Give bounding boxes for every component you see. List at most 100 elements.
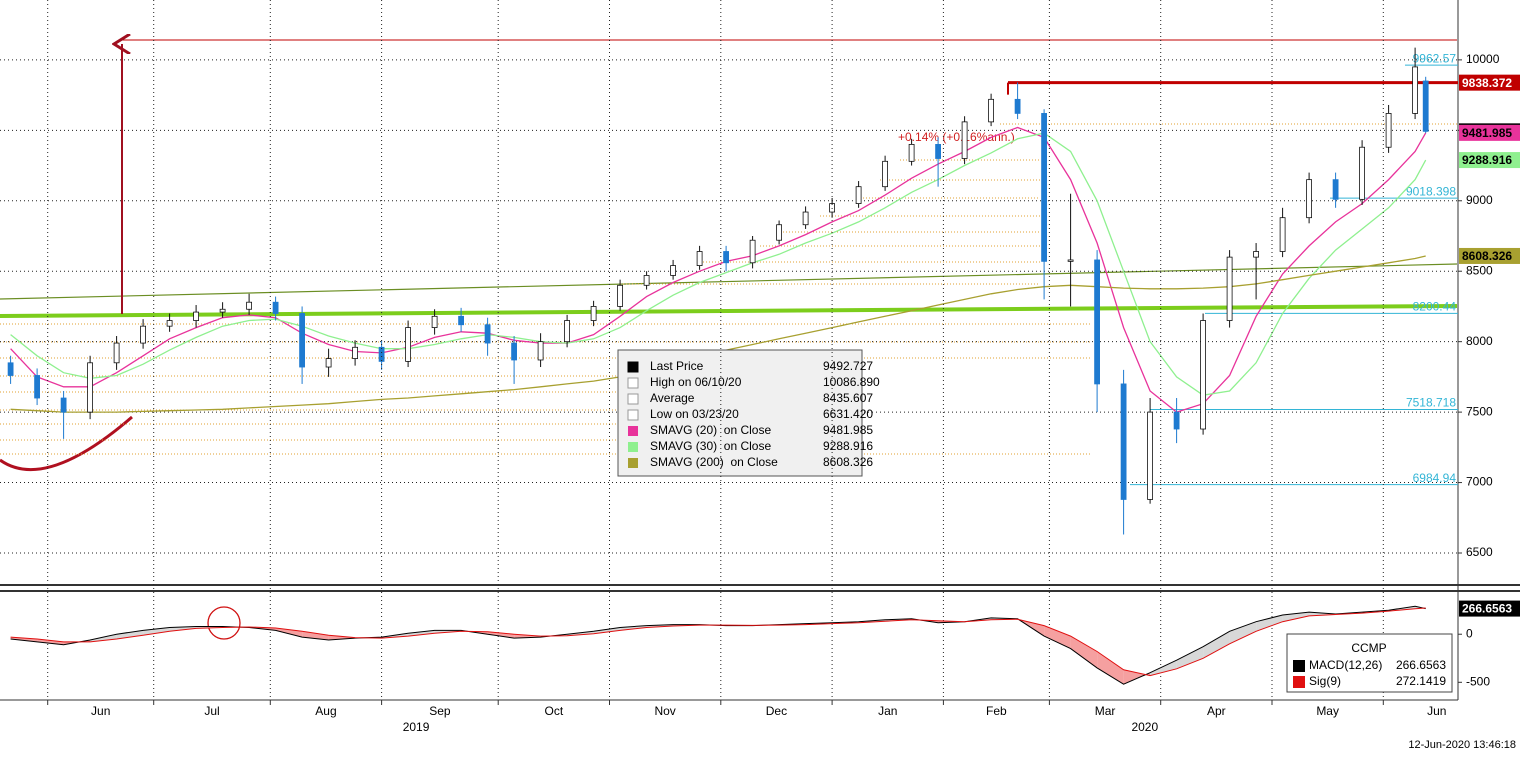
legend-icon (628, 458, 638, 468)
candle-body (220, 309, 225, 312)
candle-body (1148, 412, 1153, 499)
candle-body (247, 302, 252, 309)
legend-icon (628, 394, 638, 404)
candle-body (1042, 113, 1047, 261)
candle-body (485, 325, 490, 343)
candle-body (883, 161, 888, 186)
candle-body (1307, 180, 1312, 218)
arc (0, 417, 132, 470)
candle-body (644, 275, 649, 285)
y-tick-label: 7000 (1466, 475, 1493, 489)
legend-value: 9492.727 (823, 359, 873, 373)
macd-fill (1097, 652, 1124, 685)
legend-icon (628, 442, 638, 452)
candle-body (671, 266, 676, 276)
legend-label: MACD(12,26) (1309, 658, 1382, 672)
value-tag-label: 266.6563 (1462, 602, 1512, 616)
candle-body (459, 316, 464, 324)
legend-icon (628, 378, 638, 388)
value-tag-label: 9288.916 (1462, 153, 1512, 167)
level-label: 8200.44 (1413, 300, 1457, 314)
legend-icon (628, 426, 638, 436)
legend-icon (1293, 660, 1305, 672)
macd-fill (1044, 626, 1071, 649)
candle-body (1360, 147, 1365, 199)
legend-label: SMAVG (20) on Close (650, 423, 771, 437)
legend-value: 9288.916 (823, 439, 873, 453)
legend-label: Average (650, 391, 695, 405)
year-label: 2019 (403, 720, 430, 734)
candle-body (962, 122, 967, 159)
y-tick-label: -500 (1466, 674, 1490, 688)
legend-value: 6631.420 (823, 407, 873, 421)
legend-value: 266.6563 (1396, 658, 1446, 672)
timestamp: 12-Jun-2020 13:46:18 (1408, 739, 1516, 751)
candle-body (353, 347, 358, 358)
legend-value: 10086.890 (823, 375, 880, 389)
x-tick-label: Oct (545, 704, 564, 718)
candle-body (1068, 260, 1073, 261)
y-tick-label: 7500 (1466, 404, 1493, 418)
legend-value: 272.1419 (1396, 674, 1446, 688)
legend-title: CCMP (1351, 641, 1386, 655)
value-tag-label: 9838.372 (1462, 76, 1512, 90)
x-tick-label: Mar (1095, 704, 1116, 718)
candle-body (326, 359, 331, 367)
candle-body (803, 212, 808, 225)
y-tick-label: 9000 (1466, 193, 1493, 207)
candle-body (1121, 384, 1126, 500)
y-tick-label: 6500 (1466, 545, 1493, 559)
candle-body (1280, 218, 1285, 252)
candle-body (512, 343, 517, 360)
candle-body (432, 316, 437, 327)
level-label: 9018.398 (1406, 184, 1456, 198)
legend-label: Last Price (650, 359, 704, 373)
legend-icon (628, 362, 638, 372)
candle-body (114, 343, 119, 363)
candle-body (8, 363, 13, 376)
x-tick-label: Aug (315, 704, 336, 718)
candle-body (909, 144, 914, 161)
level-label: 7518.718 (1406, 396, 1456, 410)
candle-body (1413, 67, 1418, 113)
candle-body (1227, 257, 1232, 320)
highlight-circle (208, 607, 240, 639)
y-tick-label: 10000 (1466, 52, 1500, 66)
candle-body (724, 251, 729, 262)
x-tick-label: Nov (654, 704, 675, 718)
candle-body (194, 312, 199, 320)
candle-body (88, 363, 93, 412)
legend-value: 9481.985 (823, 423, 873, 437)
x-tick-label: Jul (204, 704, 219, 718)
candle-body (300, 313, 305, 367)
candle-body (1333, 180, 1338, 200)
candle-body (697, 251, 702, 265)
x-tick-label: Dec (766, 704, 787, 718)
annotation: +0.14% (+0.16%ann.) (898, 130, 1015, 144)
candle-body (35, 375, 40, 398)
candle-body (1254, 251, 1259, 257)
x-tick-label: Sep (429, 704, 451, 718)
candle-body (167, 321, 172, 327)
candle-body (1095, 260, 1100, 384)
candle-body (141, 326, 146, 343)
legend-label: Sig(9) (1309, 674, 1341, 688)
legend-label: SMAVG (30) on Close (650, 439, 771, 453)
candle-body (750, 240, 755, 263)
candle-body (1386, 113, 1391, 147)
candle-body (1015, 99, 1020, 113)
candle-body (856, 187, 861, 204)
legend-label: Low on 03/23/20 (650, 407, 739, 421)
x-tick-label: May (1316, 704, 1339, 718)
level-label: 6984.94 (1413, 471, 1457, 485)
legend-value: 8608.326 (823, 455, 873, 469)
legend-label: High on 06/10/20 (650, 375, 742, 389)
candle-body (538, 342, 543, 360)
x-tick-label: Apr (1207, 704, 1226, 718)
candle-body (777, 225, 782, 240)
candle-body (273, 302, 278, 313)
x-tick-label: Feb (986, 704, 1007, 718)
value-tag-label: 9481.985 (1462, 126, 1512, 140)
year-label: 2020 (1131, 720, 1158, 734)
